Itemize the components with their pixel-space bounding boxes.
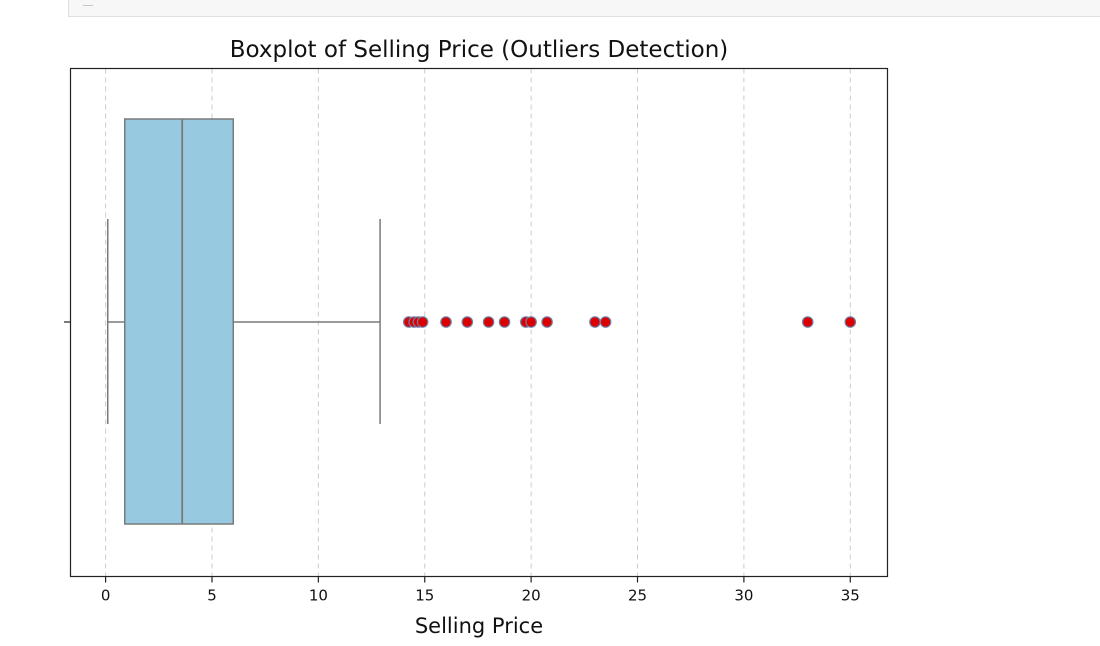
plot-frame — [69, 67, 889, 578]
x-tick-label: 0 — [101, 587, 111, 605]
outlier-point — [461, 316, 474, 328]
chart-title: Boxplot of Selling Price (Outliers Detec… — [230, 37, 729, 63]
x-axis-label: Selling Price — [415, 614, 543, 638]
outlier-points — [402, 316, 857, 328]
outlier-point — [440, 316, 452, 328]
x-tick-label: 25 — [628, 587, 647, 605]
outlier-point — [844, 316, 857, 328]
x-tick-label: 35 — [841, 587, 860, 605]
cell-edge-mark — [83, 2, 93, 6]
iqr-box — [124, 118, 235, 525]
x-tick-label: 20 — [522, 587, 541, 605]
x-tick-label: 10 — [309, 587, 328, 605]
outlier-point — [416, 316, 429, 328]
notebook-cell-output-bar — [68, 0, 1100, 17]
outlier-point — [541, 316, 553, 328]
box-group — [106, 118, 381, 525]
outlier-point — [599, 316, 612, 328]
x-tick-label: 30 — [734, 587, 753, 605]
outlier-point — [498, 316, 511, 328]
outlier-point — [801, 316, 814, 328]
x-tick-label: 15 — [415, 587, 434, 605]
x-tick-label: 5 — [207, 587, 217, 605]
outlier-point — [589, 316, 601, 328]
outlier-point — [525, 316, 537, 328]
outlier-point — [482, 316, 495, 328]
x-axis-ticks: 0 5 10 15 20 25 30 35 — [101, 576, 860, 605]
